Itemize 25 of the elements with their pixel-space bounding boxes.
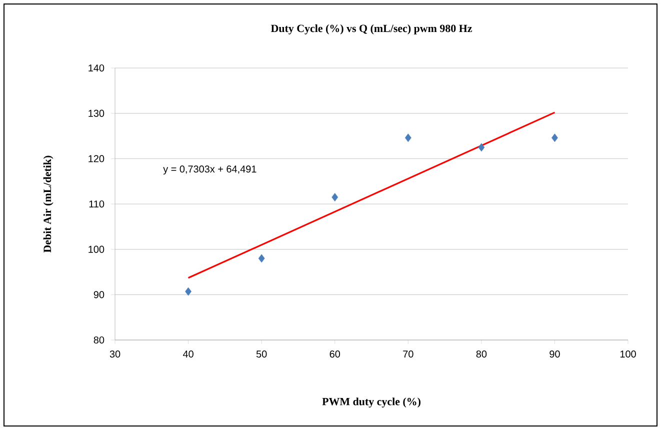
y-tick-label: 130 xyxy=(88,110,104,117)
x-tick-label: 40 xyxy=(182,350,194,358)
point xyxy=(404,134,412,142)
x-tick-label: 50 xyxy=(256,350,267,358)
chart-title: Duty Cycle (%) vs Q (mL/sec) pwm 980 Hz xyxy=(270,24,472,34)
x-tick-label: 100 xyxy=(620,350,636,358)
y-axis-title: Debit Air (mL/detik) xyxy=(43,156,54,253)
point xyxy=(185,287,192,296)
x-tick-label: 30 xyxy=(110,350,120,358)
y-tick-label: 110 xyxy=(89,200,104,208)
y-tick-label: 90 xyxy=(94,291,104,298)
x-tick-label: 60 xyxy=(330,350,340,358)
point xyxy=(258,254,265,263)
point xyxy=(332,193,338,202)
x-axis-title: PWM duty cycle (%) xyxy=(322,398,420,408)
annotation: y = 0,7303x + 64,491 xyxy=(163,165,256,175)
point xyxy=(552,134,558,142)
x-tick-label: 70 xyxy=(403,350,414,358)
y-tick-label: 120 xyxy=(88,155,104,162)
y-tick-label: 140 xyxy=(88,64,104,72)
x-tick-label: 90 xyxy=(550,350,560,358)
y-tick-label: 80 xyxy=(94,336,104,344)
y-tick-label: 100 xyxy=(88,246,104,253)
x-tick-label: 80 xyxy=(476,350,487,358)
point xyxy=(478,143,485,152)
